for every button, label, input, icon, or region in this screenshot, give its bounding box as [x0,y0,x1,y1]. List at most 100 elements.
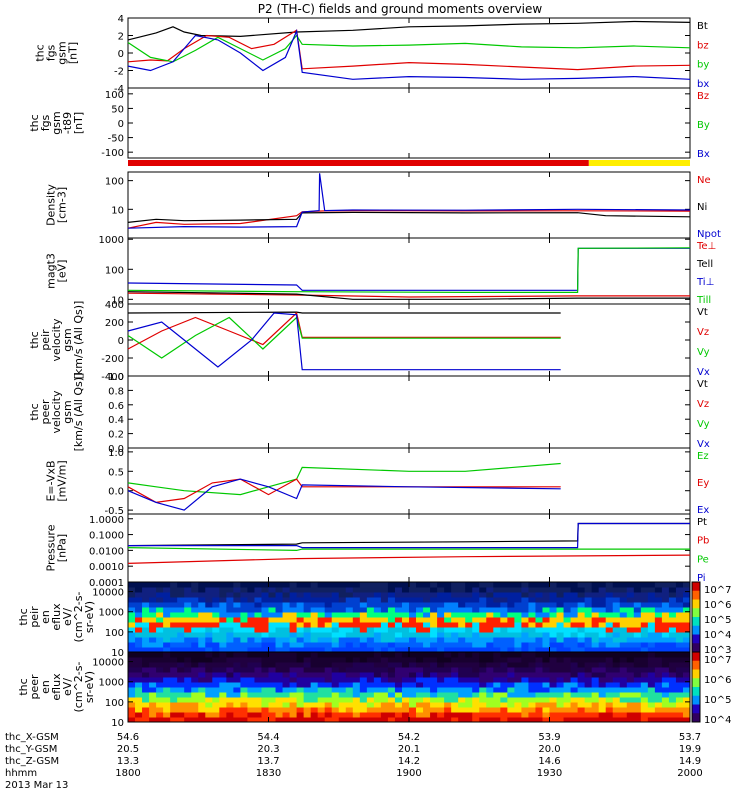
spectrogram-cell [584,627,593,633]
spectrogram-cell [465,702,473,708]
spectrogram-cell [647,682,656,688]
spectrogram-cell [605,677,614,683]
spectrogram-cell [500,597,508,603]
spectrogram-cell [479,642,487,648]
ephemeris-value: 13.7 [257,756,279,767]
spectrogram-cell [584,637,593,643]
y-axis-label: (cm^2-s- [72,662,85,713]
spectrogram-cell [359,602,368,608]
spectrogram-cell [619,627,628,633]
spectrogram-cell [465,592,473,598]
spectrogram-cell [268,597,277,603]
spectrogram-cell [184,602,192,608]
spectrogram-cell [401,707,410,713]
spectrogram-cell [373,687,382,693]
spectrogram-cell [324,682,333,688]
spectrogram-cell [401,627,410,633]
spectrogram-cell [345,602,354,608]
spectrogram-cell [633,697,642,703]
y-axis-label: fgs [45,44,58,61]
spectrogram-cell [423,627,431,633]
spectrogram-cell [444,582,452,588]
spectrogram-cell [254,597,262,603]
spectrogram-cell [303,602,312,608]
spectrogram-cell [401,687,410,693]
spectrogram-cell [387,717,396,723]
spectrogram-cell [605,602,614,608]
spectrogram-cell [570,597,579,603]
spectrogram-cell [191,627,199,633]
spectrogram-cell [409,712,417,718]
y-axis-label: peer [39,399,52,425]
spectrogram-cell [437,612,445,618]
spectrogram-cell [247,607,255,613]
spectrogram-cell [430,672,438,678]
spectrogram-cell [654,667,663,673]
spectrogram-cell [366,592,375,598]
spectrogram-cell [170,682,178,688]
spectrogram-cell [472,607,480,613]
spectrogram-cell [661,647,670,653]
spectrogram-cell [331,617,340,623]
spectrogram-cell [640,652,649,658]
spectrogram-cell [556,612,565,618]
spectrogram-cell [598,637,607,643]
spectrogram-cell [401,617,410,623]
spectrogram-cell [675,667,684,673]
spectrogram-cell [430,652,438,658]
spectrogram-cell [380,637,389,643]
spectrogram-cell [591,662,600,668]
spectrogram-cell [465,657,473,663]
spectrogram-cell [268,642,277,648]
spectrogram-cell [191,632,199,638]
spectrogram-cell [521,617,529,623]
colorbar-segment [692,669,700,679]
spectrogram-cell [317,637,326,643]
y-axis-label: gsm [56,41,69,64]
spectrogram-cell [240,587,248,593]
spectrogram-cell [317,617,326,623]
spectrogram-cell [261,602,269,608]
spectrogram-cell [640,642,649,648]
spectrogram-cell [233,607,241,613]
spectrogram-cell [465,632,473,638]
spectrogram-cell [289,707,298,713]
spectrogram-cell [247,637,255,643]
spectrogram-cell [310,717,319,723]
spectrogram-cell [654,582,663,588]
spectrogram-cell [170,637,178,643]
y-tick-label: -4 [114,84,124,95]
spectrogram-cell [205,687,213,693]
spectrogram-cell [542,712,550,718]
spectrogram-cell [570,707,579,713]
spectrogram-cell [584,642,593,648]
spectrogram-cell [577,582,586,588]
spectrogram-cell [163,632,171,638]
spectrogram-cell [163,627,171,633]
spectrogram-cell [373,657,382,663]
spectrogram-cell [647,607,656,613]
spectrogram-cell [577,672,586,678]
spectrogram-cell [619,697,628,703]
spectrogram-cell [605,672,614,678]
spectrogram-cell [128,607,136,613]
spectrogram-cell [521,647,529,653]
spectrogram-cell [338,682,347,688]
spectrogram-cell [430,692,438,698]
spectrogram-cell [598,657,607,663]
spectrogram-cell [268,667,277,673]
spectrogram-cell [317,702,326,708]
spectrogram-cell [156,712,164,718]
spectrogram-cell [142,592,150,598]
spectrogram-cell [563,607,572,613]
spectrogram-cell [233,652,241,658]
spectrogram-cell [563,662,572,668]
spectrogram-cell [352,632,361,638]
y-axis-label: eV/ [61,678,74,696]
spectrogram-cell [191,672,199,678]
spectrogram-cell [359,637,368,643]
spectrogram-cell [177,627,185,633]
spectrogram-cell [556,702,565,708]
spectrogram-cell [605,702,614,708]
spectrogram-cell [570,687,579,693]
